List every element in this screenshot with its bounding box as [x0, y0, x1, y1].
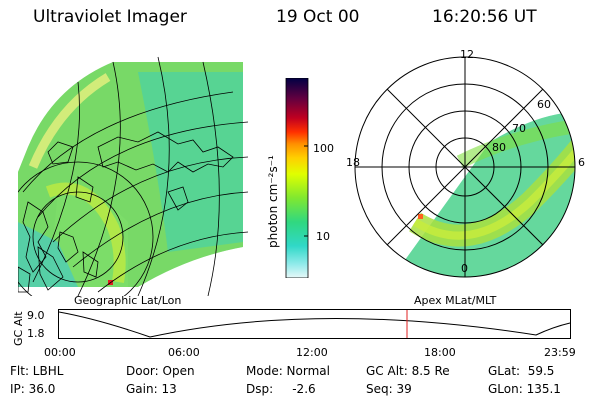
right-panel-label: Apex MLat/MLT [414, 294, 497, 307]
colorbar [285, 78, 309, 278]
timeline-x-tick-0: 00:00 [44, 346, 76, 359]
lat-label-60: 60 [537, 98, 551, 111]
lat-label-70: 70 [512, 122, 526, 135]
info-flt: Flt: LBHL [10, 364, 64, 378]
timeline-x-tick-3: 18:00 [424, 346, 456, 359]
colorbar-unit-label: photon cm⁻²s⁻¹ [266, 155, 280, 248]
info-gcalt: GC Alt: 8.5 Re [366, 364, 450, 378]
colorbar-tick-100: 100 [313, 142, 334, 155]
colorbar-tick-10: 10 [316, 230, 330, 243]
polar-plot [354, 56, 576, 278]
geographic-map [18, 56, 249, 296]
info-door: Door: Open [126, 364, 195, 378]
left-panel-label: Geographic Lat/Lon [74, 294, 182, 307]
timeline-y-label: GC Alt [12, 311, 25, 346]
mlt-label-12: 12 [460, 48, 474, 61]
date-label: 19 Oct 00 [276, 7, 360, 27]
timeline-x-tick-2: 12:00 [296, 346, 328, 359]
timeline-plot [58, 309, 571, 339]
timeline-x-tick-1: 06:00 [168, 346, 200, 359]
info-gain: Gain: 13 [126, 382, 177, 396]
info-glon: GLon: 135.1 [488, 382, 561, 396]
info-dsp: Dsp: -2.6 [246, 382, 316, 396]
time-label: 16:20:56 UT [432, 7, 537, 27]
timeline-x-tick-4: 23:59 [544, 346, 576, 359]
mlt-label-18: 18 [346, 156, 360, 169]
timeline-y-tick-bottom: 1.8 [27, 327, 45, 340]
mlt-label-0: 0 [461, 262, 468, 275]
lat-label-80: 80 [492, 141, 506, 154]
mlt-label-6: 6 [578, 156, 585, 169]
info-mode: Mode: Normal [246, 364, 330, 378]
info-glat: GLat: 59.5 [488, 364, 555, 378]
info-seq: Seq: 39 [366, 382, 412, 396]
info-ip: IP: 36.0 [10, 382, 56, 396]
instrument-title: Ultraviolet Imager [33, 7, 187, 27]
timeline-y-tick-top: 9.0 [27, 309, 45, 322]
